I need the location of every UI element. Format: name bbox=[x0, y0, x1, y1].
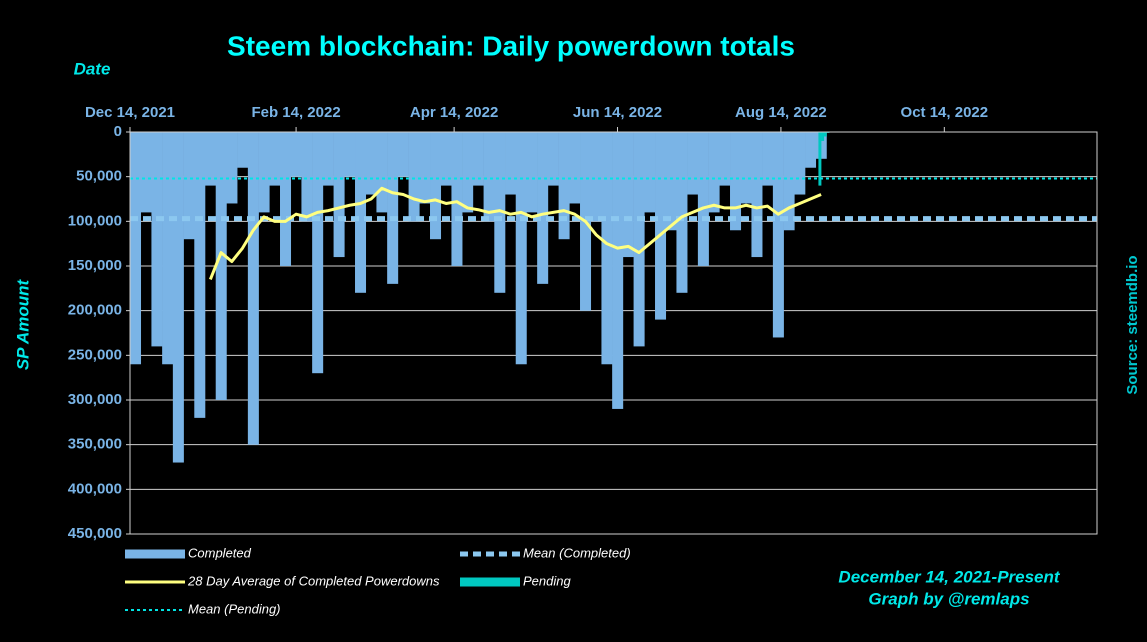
bar bbox=[140, 132, 152, 213]
bar bbox=[590, 132, 602, 222]
y-tick-label: 300,000 bbox=[68, 391, 122, 408]
bar bbox=[215, 132, 227, 400]
bar bbox=[719, 132, 731, 186]
bar bbox=[397, 132, 409, 177]
bar bbox=[440, 132, 452, 186]
y-tick-label: 400,000 bbox=[68, 480, 122, 497]
bar bbox=[462, 132, 474, 213]
bar bbox=[237, 132, 249, 168]
x-tick-label: Apr 14, 2022 bbox=[410, 104, 498, 121]
footer-text: December 14, 2021-Present bbox=[838, 567, 1060, 586]
bar bbox=[633, 132, 645, 347]
bar bbox=[194, 132, 206, 418]
bar bbox=[172, 132, 184, 463]
y-tick-label: 100,000 bbox=[68, 212, 122, 229]
bar bbox=[537, 132, 549, 284]
bar bbox=[365, 132, 377, 195]
y-tick-label: 0 bbox=[114, 123, 122, 140]
bar bbox=[794, 132, 806, 195]
bar bbox=[355, 132, 367, 293]
legend-label: Mean (Completed) bbox=[523, 545, 631, 560]
bar bbox=[505, 132, 517, 195]
bar bbox=[655, 132, 667, 320]
chart-title: Steem blockchain: Daily powerdown totals bbox=[227, 30, 795, 61]
legend-label: Pending bbox=[523, 573, 571, 588]
bar bbox=[665, 132, 677, 231]
y-tick-label: 150,000 bbox=[68, 257, 122, 274]
bar bbox=[269, 132, 281, 186]
bar bbox=[697, 132, 709, 266]
y-tick-label: 200,000 bbox=[68, 302, 122, 319]
bar bbox=[783, 132, 795, 231]
y-tick-label: 350,000 bbox=[68, 436, 122, 453]
bar bbox=[258, 132, 270, 213]
bar bbox=[676, 132, 688, 293]
bar bbox=[818, 132, 822, 186]
bar bbox=[515, 132, 527, 365]
bar bbox=[376, 132, 388, 213]
bar bbox=[805, 132, 817, 168]
bar bbox=[740, 132, 752, 204]
x-tick-label: Dec 14, 2021 bbox=[85, 104, 175, 121]
bar bbox=[333, 132, 345, 258]
bar bbox=[387, 132, 399, 284]
bar bbox=[823, 132, 827, 137]
bar bbox=[280, 132, 292, 266]
bar bbox=[772, 132, 784, 338]
bar bbox=[290, 132, 302, 177]
bar bbox=[322, 132, 334, 186]
bar bbox=[301, 132, 313, 222]
y-axis-label: SP Amount bbox=[13, 278, 32, 370]
bar bbox=[644, 132, 656, 213]
x-tick-label: Feb 14, 2022 bbox=[251, 104, 340, 121]
legend-label: 28 Day Average of Completed Powerdowns bbox=[187, 573, 440, 588]
bar bbox=[247, 132, 259, 445]
legend-label: Mean (Pending) bbox=[188, 601, 281, 616]
bar bbox=[205, 132, 217, 186]
bar bbox=[601, 132, 613, 365]
bar bbox=[821, 132, 825, 141]
x-tick-label: Aug 14, 2022 bbox=[735, 104, 827, 121]
x-tick-label: Oct 14, 2022 bbox=[901, 104, 989, 121]
bar bbox=[494, 132, 506, 293]
y-tick-label: 450,000 bbox=[68, 525, 122, 542]
footer-text: Graph by @remlaps bbox=[868, 589, 1029, 608]
y-tick-label: 250,000 bbox=[68, 346, 122, 363]
bar bbox=[558, 132, 570, 240]
bar bbox=[569, 132, 581, 204]
bar bbox=[408, 132, 420, 222]
bar bbox=[183, 132, 195, 240]
legend-label: Completed bbox=[188, 545, 252, 560]
bar bbox=[472, 132, 484, 186]
bar bbox=[612, 132, 624, 409]
source-note: Source: steemdb.io bbox=[1124, 255, 1141, 394]
average-line bbox=[208, 186, 822, 280]
bar bbox=[312, 132, 324, 374]
y-tick-label: 50,000 bbox=[76, 168, 122, 185]
bar bbox=[430, 132, 442, 240]
bar bbox=[687, 132, 699, 195]
bar bbox=[419, 132, 431, 204]
bar bbox=[151, 132, 163, 347]
x-tick-label: Jun 14, 2022 bbox=[573, 104, 662, 121]
bar bbox=[526, 132, 538, 213]
plot-frame bbox=[129, 131, 1098, 535]
x-axis-label: Date bbox=[74, 59, 111, 78]
bar bbox=[622, 132, 634, 258]
bar bbox=[226, 132, 238, 204]
bar bbox=[130, 132, 142, 365]
bar bbox=[451, 132, 463, 266]
bar bbox=[344, 132, 356, 177]
bar bbox=[708, 132, 720, 213]
bar bbox=[547, 132, 559, 186]
bar bbox=[730, 132, 742, 231]
bar bbox=[483, 132, 495, 222]
bar bbox=[751, 132, 763, 258]
bar bbox=[762, 132, 774, 186]
bar bbox=[162, 132, 174, 365]
